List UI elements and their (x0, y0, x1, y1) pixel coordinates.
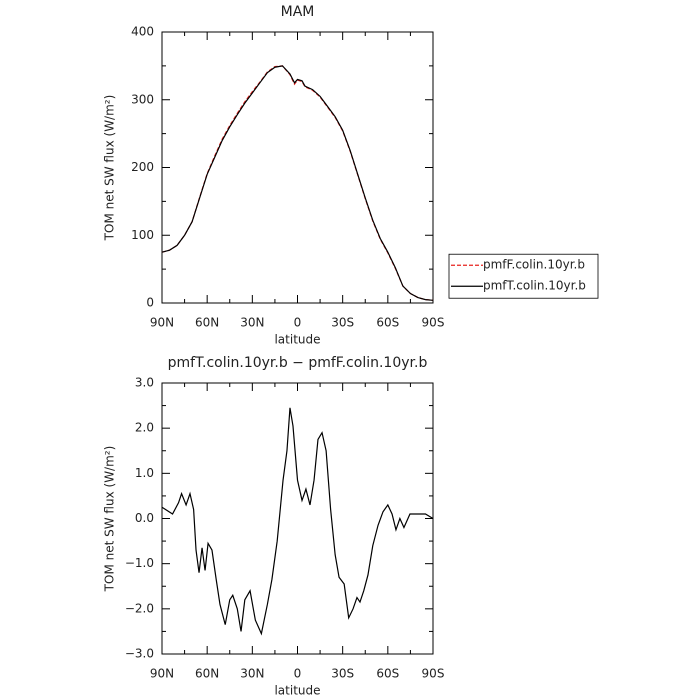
x-tick-label: 60S (376, 316, 399, 330)
y-tick-label: 1.0 (135, 466, 154, 480)
y-tick-label: 2.0 (135, 421, 154, 435)
x-axis-label: latitude (274, 684, 320, 698)
y-tick-label: 300 (131, 92, 154, 106)
series-line (161, 65, 434, 301)
x-tick-label: 60N (195, 316, 219, 330)
x-tick-label: 30S (331, 667, 354, 681)
x-tick-label: 90N (150, 667, 174, 681)
series-line (161, 65, 434, 301)
y-tick-label: 200 (131, 160, 154, 174)
y-tick-label: −2.0 (125, 601, 154, 615)
y-axis-label: TOM net SW flux (W/m²) (103, 95, 117, 242)
x-tick-label: 60S (376, 667, 399, 681)
x-tick-label: 90S (422, 316, 445, 330)
y-tick-label: 400 (131, 25, 154, 39)
y-tick-label: 0 (146, 296, 154, 310)
y-tick-label: −1.0 (125, 556, 154, 570)
plot-frame (161, 31, 434, 304)
y-tick-label: 3.0 (135, 376, 154, 390)
y-axis-label: TOM net SW flux (W/m²) (103, 446, 117, 593)
x-tick-label: 60N (195, 667, 219, 681)
x-tick-label: 90N (150, 316, 174, 330)
x-tick-label: 30S (331, 316, 354, 330)
plot-frame (161, 382, 434, 655)
x-tick-label: 90S (422, 667, 445, 681)
y-tick-label: −3.0 (125, 647, 154, 661)
chart-title: MAM (281, 4, 315, 20)
x-tick-label: 30N (240, 667, 264, 681)
series-line (161, 407, 434, 636)
y-tick-label: 100 (131, 228, 154, 242)
x-tick-label: 0 (294, 667, 302, 681)
legend-label: pmfT.colin.10yr.b (483, 279, 586, 293)
legend-label: pmfF.colin.10yr.b (483, 258, 585, 272)
y-tick-label: 0.0 (135, 511, 154, 525)
x-tick-label: 30N (240, 316, 264, 330)
x-axis-label: latitude (274, 333, 320, 347)
x-tick-label: 0 (294, 316, 302, 330)
legend-box (448, 253, 599, 299)
chart-title: pmfT.colin.10yr.b − pmfF.colin.10yr.b (168, 355, 428, 371)
